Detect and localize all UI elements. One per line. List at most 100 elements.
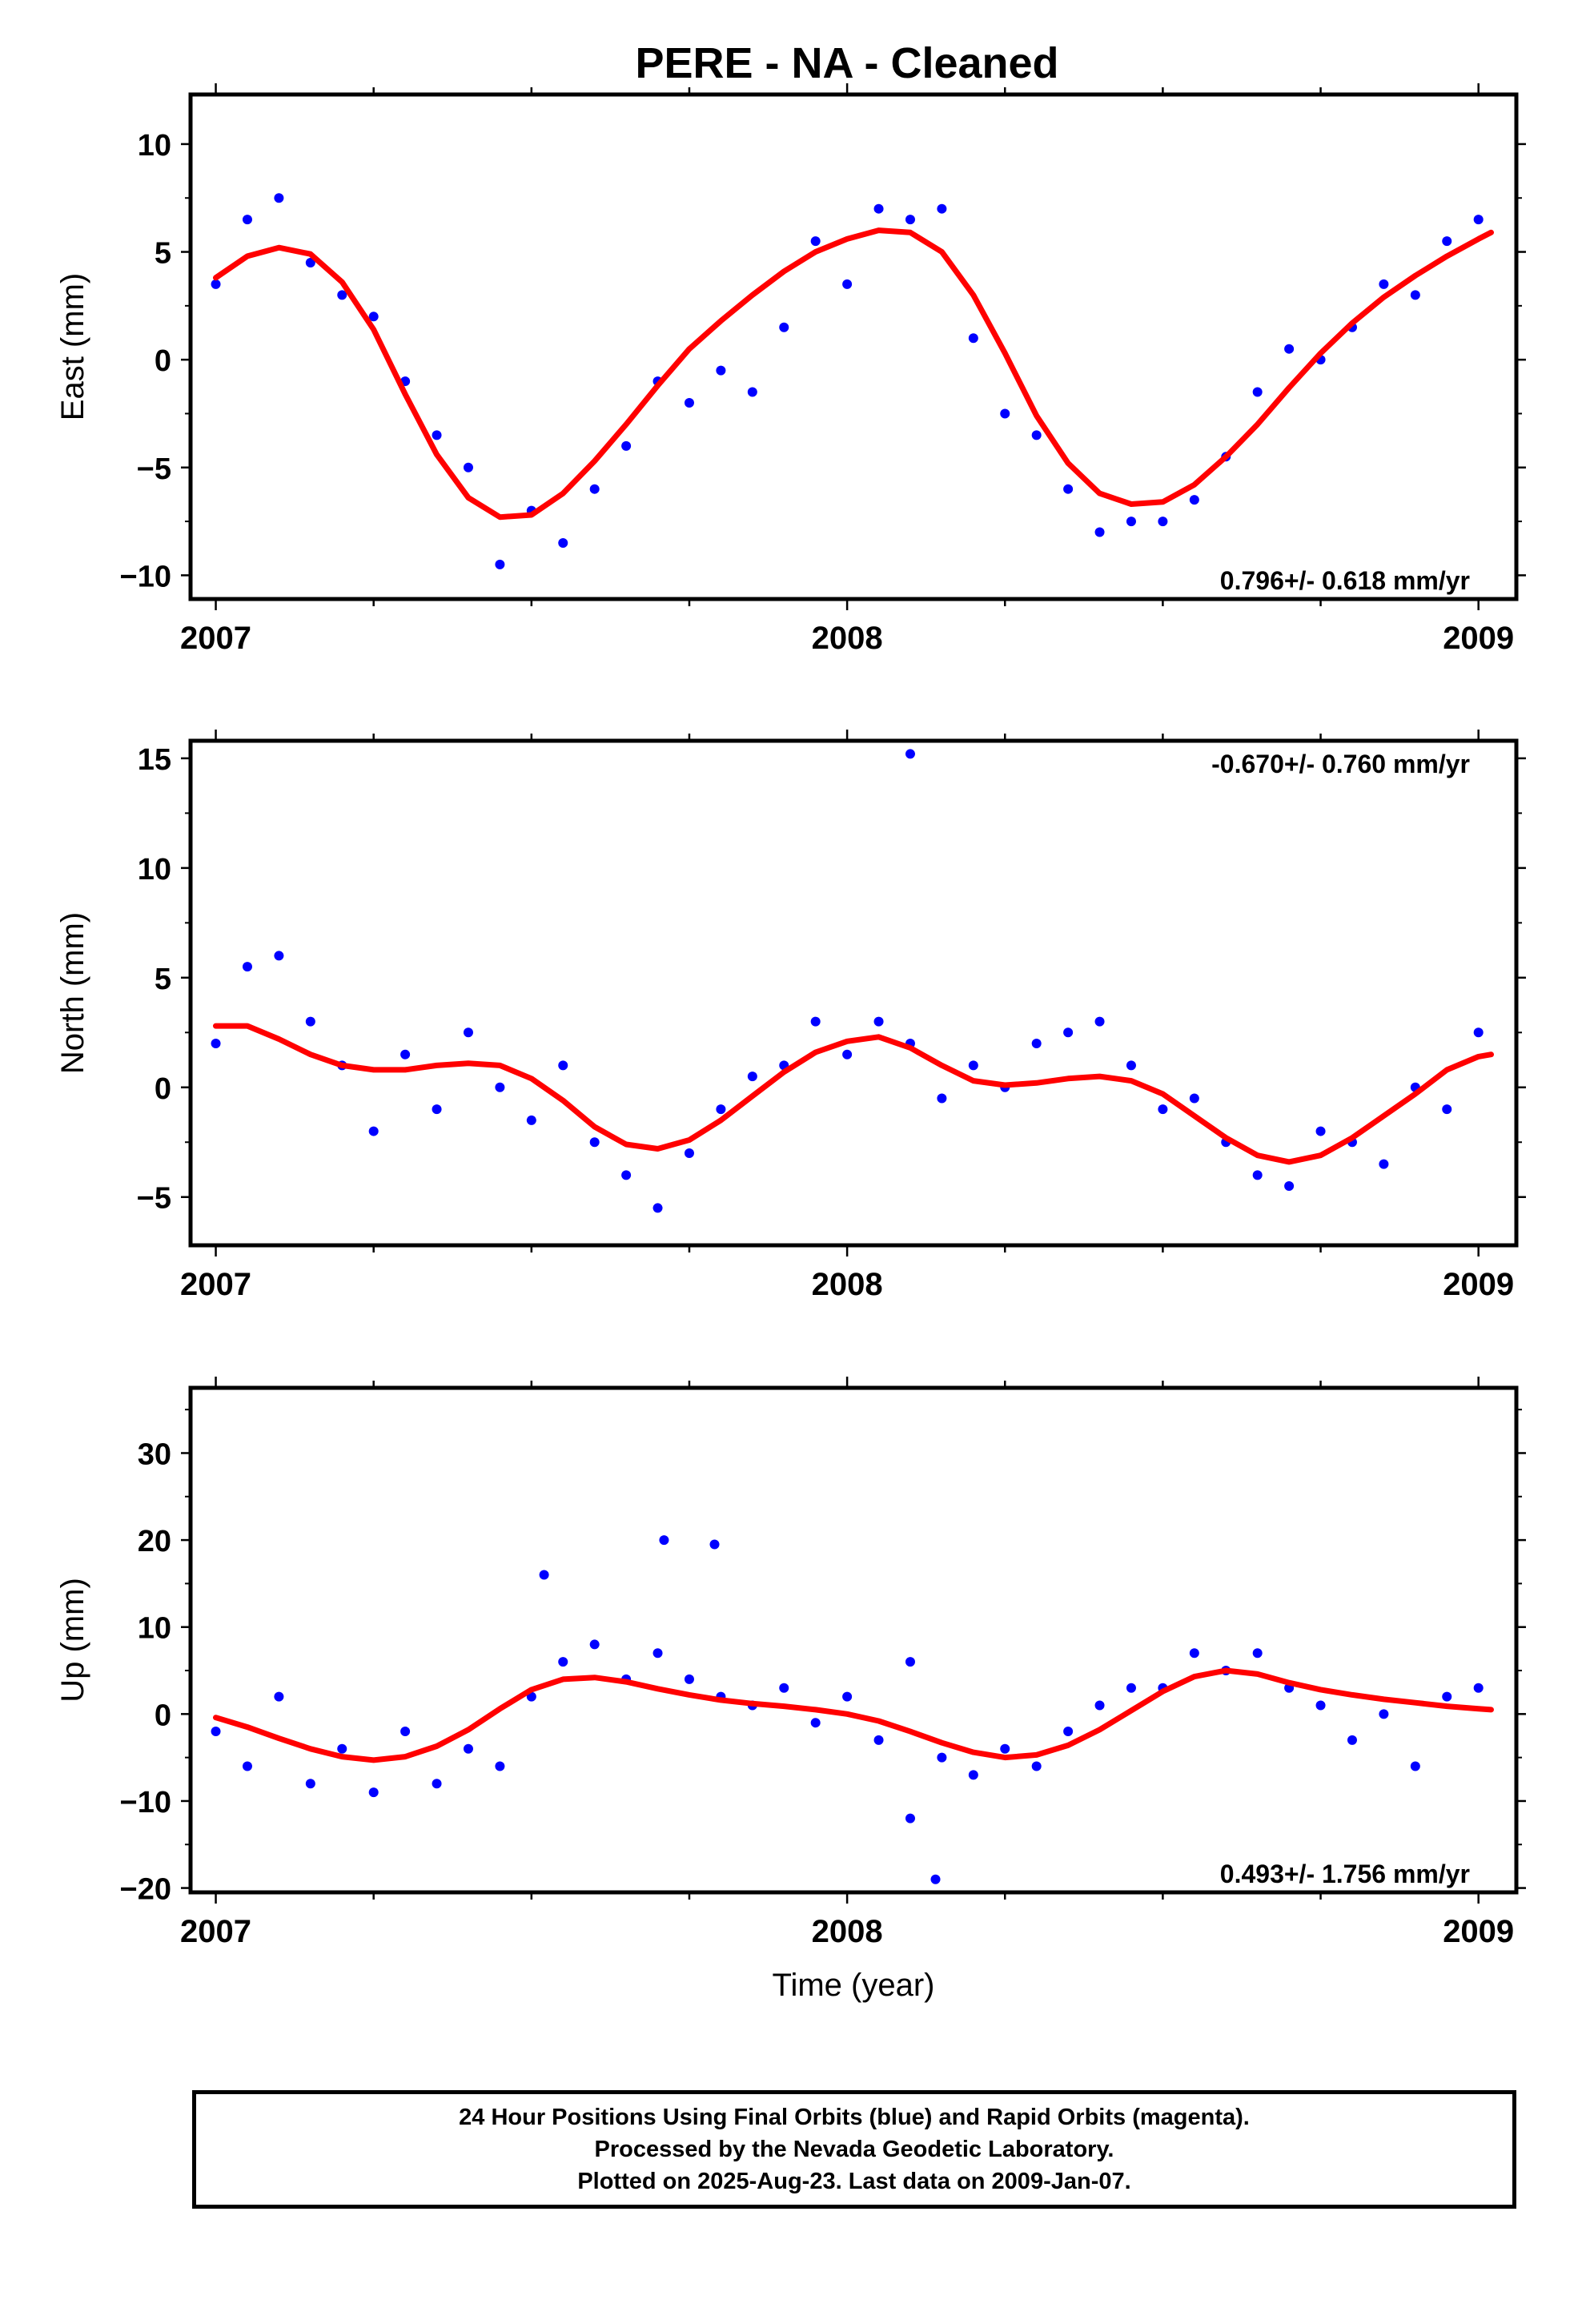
panel-1-data-point xyxy=(1000,408,1010,419)
panel-1-data-point xyxy=(1379,279,1389,289)
panel-1-data-point xyxy=(589,484,600,494)
panel-1-data-point xyxy=(368,312,379,322)
panel-3-data-point xyxy=(1252,1648,1263,1659)
panel-3-data-point xyxy=(337,1743,347,1754)
panel-3-y-tick-label: −20 xyxy=(120,1873,171,1907)
panel-2-data-point xyxy=(1315,1126,1326,1136)
panel-2-data-point xyxy=(1126,1060,1136,1071)
panel-3-data-point xyxy=(242,1761,252,1771)
x-axis-label: Time (year) xyxy=(773,1968,935,2003)
panel-2-data-point xyxy=(558,1060,568,1071)
panel-2-data-point xyxy=(495,1082,505,1092)
panel-1-data-point xyxy=(1031,430,1042,440)
panel-3-rate-label: 0.493+/- 1.756 mm/yr xyxy=(1220,1860,1470,1888)
panel-2-data-point xyxy=(937,1093,947,1104)
panel-1-data-point xyxy=(1252,387,1263,397)
panel-3-y-tick-label: 0 xyxy=(155,1699,171,1732)
panel-2-data-point xyxy=(1063,1027,1074,1038)
panel-1-data-point xyxy=(1063,484,1074,494)
panel-2-data-point xyxy=(842,1049,853,1059)
panel-3-y-tick-label: −10 xyxy=(120,1786,171,1819)
panel-3-data-point xyxy=(810,1718,821,1728)
panel-3-x-tick-label: 2007 xyxy=(180,1914,251,1949)
panel-2-data-point xyxy=(684,1148,694,1158)
panel-1-y-tick-label: 10 xyxy=(138,129,171,163)
panel-2-data-point xyxy=(905,749,915,759)
panel-3-fit-curve xyxy=(213,1667,1494,1763)
panel-1-fit-curve xyxy=(213,227,1494,521)
panel-2-data-point xyxy=(968,1060,978,1071)
panel-3-data-point xyxy=(684,1674,694,1684)
panel-1-data-point xyxy=(779,322,789,332)
panel-2-data-point xyxy=(526,1115,536,1125)
panel-1-data-point xyxy=(305,258,315,267)
panel-3-data-point xyxy=(1379,1709,1389,1719)
panel-3-data-point xyxy=(211,1727,221,1737)
panel-1-data-point xyxy=(1442,236,1452,247)
panel-3-frame xyxy=(188,1385,1519,1895)
panel-1-data-point xyxy=(211,279,221,289)
panel-1-data-point xyxy=(1410,290,1420,300)
panel-1-data-point xyxy=(1284,344,1295,354)
panel-1-data-point xyxy=(716,365,726,376)
panel-1-x-tick-label: 2008 xyxy=(812,621,883,656)
panel-3-data-point xyxy=(1000,1743,1010,1754)
panel-2-data-point xyxy=(716,1104,726,1115)
panel-2-data-point xyxy=(1252,1170,1263,1180)
panel-3-data-point xyxy=(905,1813,915,1823)
panel-1-data-point xyxy=(274,193,284,203)
panel-3-data-point xyxy=(368,1787,379,1798)
panel-3-data-point xyxy=(779,1683,789,1693)
panel-3-y-axis-label: Up (mm) xyxy=(55,1578,90,1703)
caption-box: 24 Hour Positions Using Final Orbits (bl… xyxy=(192,2090,1516,2209)
panel-1-data-point xyxy=(747,387,757,397)
panel-1-data-point xyxy=(495,559,505,569)
panel-1-data-point xyxy=(621,440,632,451)
panel-2-data-point xyxy=(400,1049,411,1059)
caption-line-2: Processed by the Nevada Geodetic Laborat… xyxy=(594,2137,1114,2162)
panel-2-data-point xyxy=(589,1137,600,1148)
panel-3-data-point xyxy=(930,1874,941,1884)
panel-2-frame xyxy=(188,738,1519,1248)
panel-2-y-axis-label: North (mm) xyxy=(55,912,90,1074)
panel-1-data-point xyxy=(905,215,915,225)
panel-3-y-tick-label: 20 xyxy=(138,1525,171,1558)
panel-3-data-point xyxy=(1410,1761,1420,1771)
panel-2-y-tick-label: −5 xyxy=(137,1182,171,1216)
panel-3-data-point xyxy=(495,1761,505,1771)
panel-2-y-tick-label: 0 xyxy=(155,1072,171,1106)
panel-3-data-point xyxy=(463,1743,473,1754)
panel-3-data-point xyxy=(652,1648,663,1659)
panel-2-data-point xyxy=(1158,1104,1168,1115)
panel-1-data-point xyxy=(558,538,568,548)
panel-3-data-point xyxy=(968,1770,978,1780)
panel-3-data-point xyxy=(1063,1727,1074,1737)
panel-3-data-point xyxy=(905,1657,915,1667)
panel-3-y-tick-label: 30 xyxy=(138,1437,171,1471)
panel-2-x-tick-label: 2009 xyxy=(1443,1267,1514,1302)
panel-2-data-point xyxy=(873,1016,884,1027)
panel-3-data-point xyxy=(432,1779,442,1789)
panel-3-data-point xyxy=(305,1779,315,1789)
panel-1-y-tick-label: −10 xyxy=(120,560,171,593)
panel-2-rate-label: -0.670+/- 0.760 mm/yr xyxy=(1211,750,1470,778)
panel-3-data-point xyxy=(274,1691,284,1702)
panel-3-x-tick-label: 2009 xyxy=(1443,1914,1514,1949)
panel-3-data-point xyxy=(1315,1700,1326,1711)
panel-1-x-tick-label: 2009 xyxy=(1443,621,1514,656)
panel-2-data-point xyxy=(1031,1039,1042,1048)
panel-1-y-tick-label: 0 xyxy=(155,344,171,378)
panel-3-x-tick-label: 2008 xyxy=(812,1914,883,1949)
panel-2-fit-curve xyxy=(213,1023,1494,1165)
panel-1-y-axis-label: East (mm) xyxy=(55,273,90,420)
panel-1-data-point xyxy=(1094,527,1105,537)
panel-2-data-point xyxy=(463,1027,473,1038)
panel-1-frame xyxy=(188,92,1519,601)
panel-2-data-point xyxy=(1442,1104,1452,1115)
panel-2-data-point xyxy=(1473,1027,1484,1038)
panel-1-data-point xyxy=(1473,215,1484,225)
panel-2-y-tick-label: 15 xyxy=(138,743,171,777)
panel-1-data-point xyxy=(937,203,947,214)
panel-2-data-point xyxy=(810,1016,821,1027)
